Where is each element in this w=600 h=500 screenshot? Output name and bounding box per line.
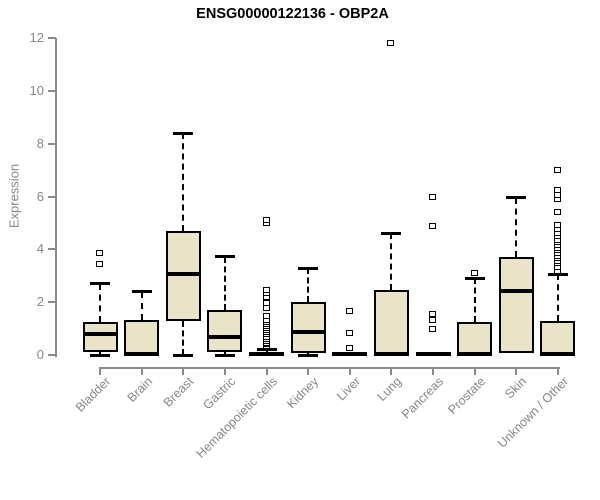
upper-whisker-cap [173,131,194,135]
y-tick-label: 10 [29,83,44,98]
x-tick-mark [473,368,476,375]
upper-whisker [390,233,393,291]
upper-whisker-cap [547,272,568,276]
x-axis-line [99,367,560,369]
outlier-point [262,286,270,293]
outlier-point [345,329,353,336]
outlier-point [387,39,395,46]
upper-whisker-cap [90,282,110,286]
median-line [82,332,118,337]
y-tick-mark [48,301,56,304]
box [207,309,243,352]
median-line [540,351,576,356]
box [498,257,534,354]
median-line [290,329,326,334]
y-tick-label: 12 [29,30,44,46]
upper-whisker [182,133,185,231]
box [290,302,326,353]
x-tick-mark [348,368,351,375]
lower-whisker-cap [90,353,110,357]
outlier-point [262,216,270,223]
upper-whisker-cap [298,266,319,270]
upper-whisker-cap [381,231,402,235]
outlier-point [262,299,270,306]
x-tick-mark [432,368,435,375]
y-tick-label: 0 [36,347,44,362]
lower-whisker-cap [298,353,319,357]
y-tick-mark [48,354,56,356]
outlier-point [345,308,353,315]
x-tick-mark [390,368,393,375]
median-line [415,352,451,357]
upper-whisker [140,291,143,320]
outlier-point [553,208,561,215]
y-tick-mark [48,90,56,92]
median-line [207,334,243,339]
median-line [332,351,368,356]
outlier-point [429,310,437,317]
upper-whisker-cap [131,290,152,294]
upper-whisker [99,283,101,322]
outlier-point [429,194,437,201]
x-tick-mark [223,368,226,375]
median-line [249,351,285,356]
outlier-point [553,186,561,193]
x-tick-mark [182,368,185,375]
median-line [165,272,201,277]
x-tick-mark [265,368,268,375]
y-tick-mark [48,248,56,251]
outlier-point [96,249,103,256]
outlier-point [345,345,353,352]
y-tick-mark [48,195,56,198]
y-tick-label: 8 [36,135,44,151]
x-tick-mark [140,368,143,375]
upper-whisker [473,278,476,322]
lower-whisker-cap [173,353,194,357]
x-tick-mark [556,368,559,375]
x-tick-mark [515,368,518,375]
median-line [124,351,160,356]
outlier-point [470,269,478,276]
y-tick-mark [48,37,56,40]
box [124,319,160,355]
chart-title: ENSG00000122136 - OBP2A [196,6,389,22]
upper-whisker [223,256,226,310]
box [457,322,493,355]
median-line [498,288,534,293]
upper-whisker [515,197,518,258]
y-tick-mark [48,142,56,145]
outlier-point [429,317,437,324]
outlier-point [553,191,561,198]
y-tick-label: 4 [36,241,44,257]
y-axis-line [55,38,57,357]
upper-whisker [307,268,310,303]
y-tick-label: 2 [36,294,44,310]
upper-whisker-cap [256,348,277,352]
upper-whisker-cap [506,196,527,200]
outlier-point [96,261,103,268]
outlier-point [429,223,437,230]
lower-whisker [182,320,185,355]
outlier-point [429,326,437,333]
outlier-point [553,166,561,173]
box [540,320,576,355]
box [82,322,118,353]
outlier-point [553,222,561,229]
upper-whisker [556,274,559,321]
lower-whisker [223,351,226,355]
lower-whisker-cap [214,353,235,357]
y-tick-label: 6 [36,188,44,204]
outlier-point [262,313,270,320]
upper-whisker-cap [214,255,235,259]
median-line [457,351,493,356]
median-line [373,351,409,356]
upper-whisker-cap [464,276,485,280]
box [373,290,409,355]
x-tick-mark [307,368,310,375]
x-tick-mark [99,368,101,375]
